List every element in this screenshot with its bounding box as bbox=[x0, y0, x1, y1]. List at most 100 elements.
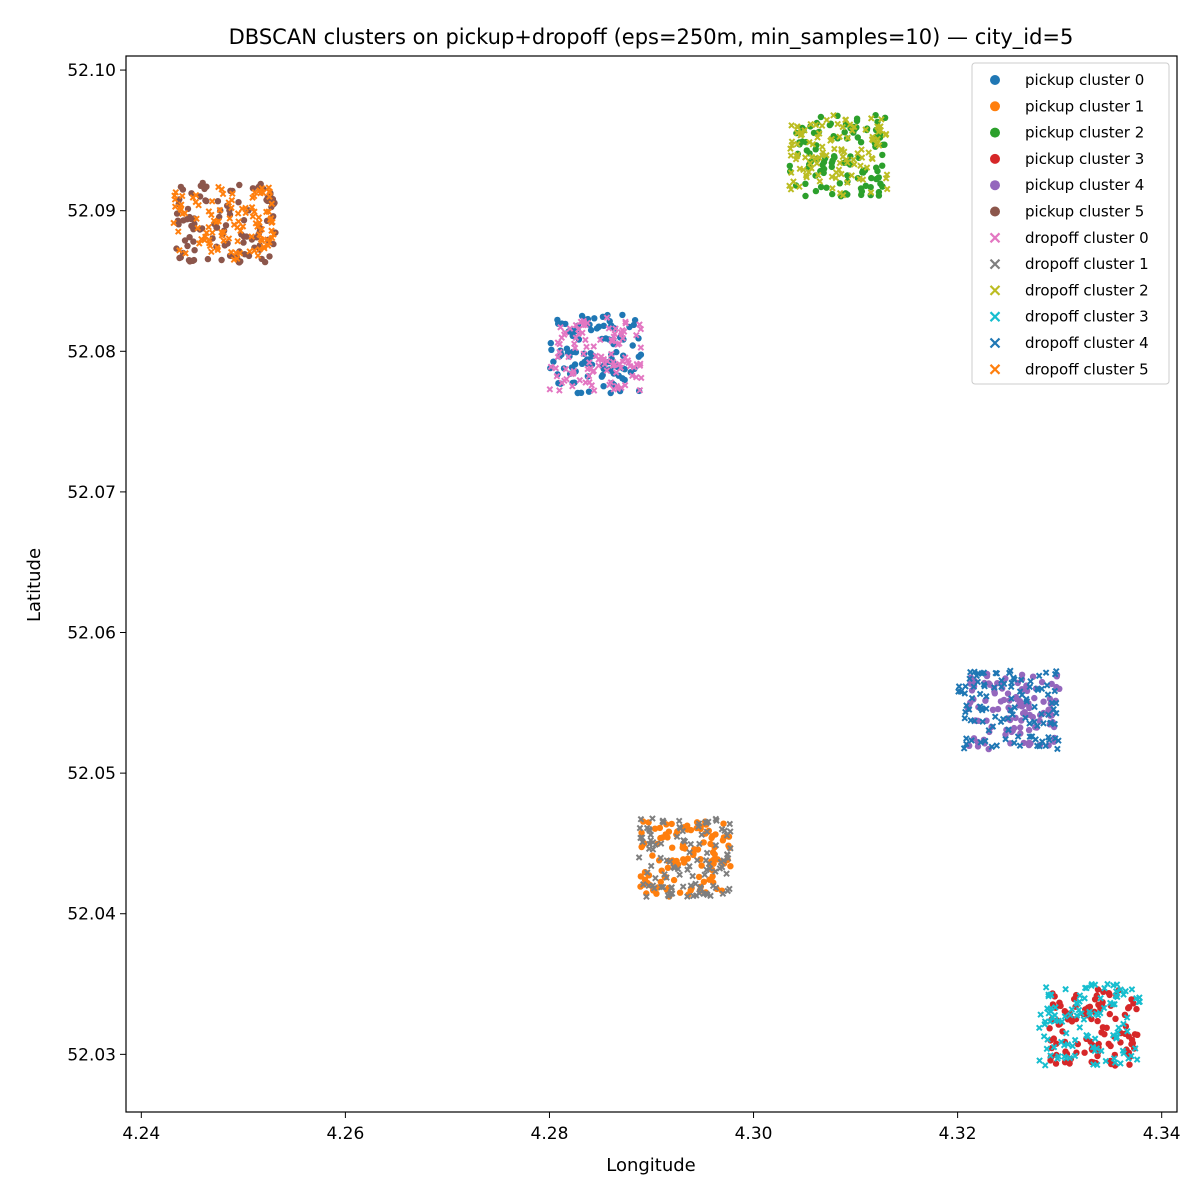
dropoff-point bbox=[607, 350, 615, 358]
dropoff-point bbox=[1110, 982, 1117, 989]
dropoff-point bbox=[643, 893, 650, 901]
dropoff-point bbox=[848, 127, 856, 134]
pickup-point bbox=[1095, 1040, 1102, 1048]
dropoff-point bbox=[787, 186, 795, 193]
dropoff-point bbox=[1093, 1045, 1101, 1052]
dropoff-point bbox=[882, 175, 890, 182]
dropoff-point bbox=[249, 213, 257, 220]
pickup-point bbox=[669, 844, 676, 851]
pickup-point bbox=[1101, 1031, 1108, 1038]
dropoff-point bbox=[546, 386, 554, 393]
pickup-point bbox=[236, 181, 243, 189]
pickup-point bbox=[1125, 1005, 1132, 1012]
pickup-point bbox=[188, 190, 195, 197]
dropoff-point bbox=[802, 171, 810, 179]
pickup-point bbox=[1029, 673, 1037, 680]
dropoff-point bbox=[846, 121, 854, 128]
dropoff-point bbox=[621, 354, 629, 361]
y-tick-label: 52.05 bbox=[67, 764, 116, 784]
dropoff-point bbox=[1097, 994, 1104, 1002]
pickup-point bbox=[802, 180, 809, 187]
dropoff-point bbox=[814, 171, 822, 179]
pickup-point bbox=[563, 345, 571, 352]
dropoff-point bbox=[788, 122, 795, 129]
dropoff-point bbox=[575, 330, 583, 338]
pickup-point bbox=[820, 158, 828, 166]
dropoff-point bbox=[1078, 1010, 1085, 1017]
dropoff-point bbox=[264, 242, 272, 250]
pickup-point bbox=[548, 346, 555, 353]
dropoff-point bbox=[1016, 742, 1024, 749]
legend-label: dropoff cluster 0 bbox=[1025, 229, 1149, 247]
dropoff-point bbox=[850, 123, 858, 131]
pickup-point bbox=[1027, 740, 1034, 747]
pickup-point bbox=[708, 834, 715, 842]
dropoff-point bbox=[701, 871, 709, 879]
dropoff-point bbox=[628, 372, 636, 380]
pickup-point bbox=[656, 824, 664, 832]
pickup-point bbox=[1012, 693, 1020, 701]
dropoff-point bbox=[1050, 1043, 1058, 1051]
dropoff-point bbox=[582, 336, 589, 344]
pickup-point bbox=[214, 198, 222, 205]
pickup-point bbox=[881, 114, 889, 122]
dropoff-point bbox=[1027, 678, 1034, 685]
dropoff-point bbox=[636, 824, 644, 832]
pickup-point bbox=[577, 389, 585, 396]
dropoff-point bbox=[580, 350, 587, 358]
dropoff-point bbox=[787, 152, 795, 159]
pickup-point bbox=[591, 315, 598, 322]
pickup-point bbox=[1023, 687, 1031, 695]
dropoff-point bbox=[176, 247, 183, 254]
dropoff-point bbox=[844, 179, 851, 186]
dropoff-point bbox=[610, 333, 618, 341]
pickup-point bbox=[547, 339, 554, 347]
dropoff-point bbox=[1058, 1018, 1066, 1025]
y-tick-label: 52.07 bbox=[67, 483, 116, 503]
legend-label: dropoff cluster 1 bbox=[1025, 255, 1149, 273]
dropoff-point bbox=[882, 131, 889, 139]
pickup-point bbox=[175, 221, 182, 228]
dropoff-point bbox=[839, 191, 847, 199]
pickup-point bbox=[613, 348, 620, 356]
dropoff-point bbox=[807, 120, 814, 128]
series-dropoff-11 bbox=[170, 183, 277, 263]
legend-label: pickup cluster 4 bbox=[1025, 176, 1144, 194]
dropoff-point bbox=[1061, 1053, 1068, 1060]
pickup-point bbox=[997, 698, 1005, 705]
pickup-point bbox=[1038, 678, 1046, 686]
pickup-point bbox=[841, 129, 848, 136]
dropoff-point bbox=[796, 165, 804, 173]
dropoff-point bbox=[644, 869, 651, 876]
dropoff-point bbox=[596, 336, 604, 344]
dropoff-point bbox=[867, 189, 875, 196]
dropoff-point bbox=[635, 854, 643, 861]
dropoff-point bbox=[1035, 672, 1043, 680]
dropoff-point bbox=[1043, 682, 1051, 689]
dropoff-point bbox=[689, 872, 696, 880]
dropoff-point bbox=[268, 227, 275, 235]
y-tick-label: 52.04 bbox=[67, 905, 116, 925]
pickup-point bbox=[621, 376, 628, 384]
dropoff-point bbox=[868, 154, 876, 162]
dropoff-point bbox=[215, 218, 223, 225]
dropoff-point bbox=[215, 183, 222, 191]
dropoff-point bbox=[214, 244, 221, 251]
dropoff-point bbox=[842, 116, 850, 124]
dropoff-point bbox=[195, 201, 202, 209]
dropoff-point bbox=[1011, 704, 1019, 711]
legend-label: dropoff cluster 4 bbox=[1025, 334, 1149, 352]
dropoff-point bbox=[657, 840, 665, 847]
dropoff-point bbox=[1111, 1059, 1119, 1066]
dropoff-point bbox=[239, 223, 247, 230]
dropoff-point bbox=[1089, 1043, 1097, 1051]
series-dropoff-9 bbox=[1035, 980, 1143, 1069]
pickup-point bbox=[600, 383, 607, 390]
dropoff-point bbox=[652, 841, 659, 849]
dropoff-point bbox=[1128, 986, 1136, 993]
dropoff-point bbox=[850, 156, 857, 164]
dropoff-point bbox=[1111, 1000, 1118, 1008]
pickup-point bbox=[854, 134, 861, 141]
dropoff-point bbox=[1132, 995, 1140, 1002]
legend-marker bbox=[989, 258, 1001, 270]
